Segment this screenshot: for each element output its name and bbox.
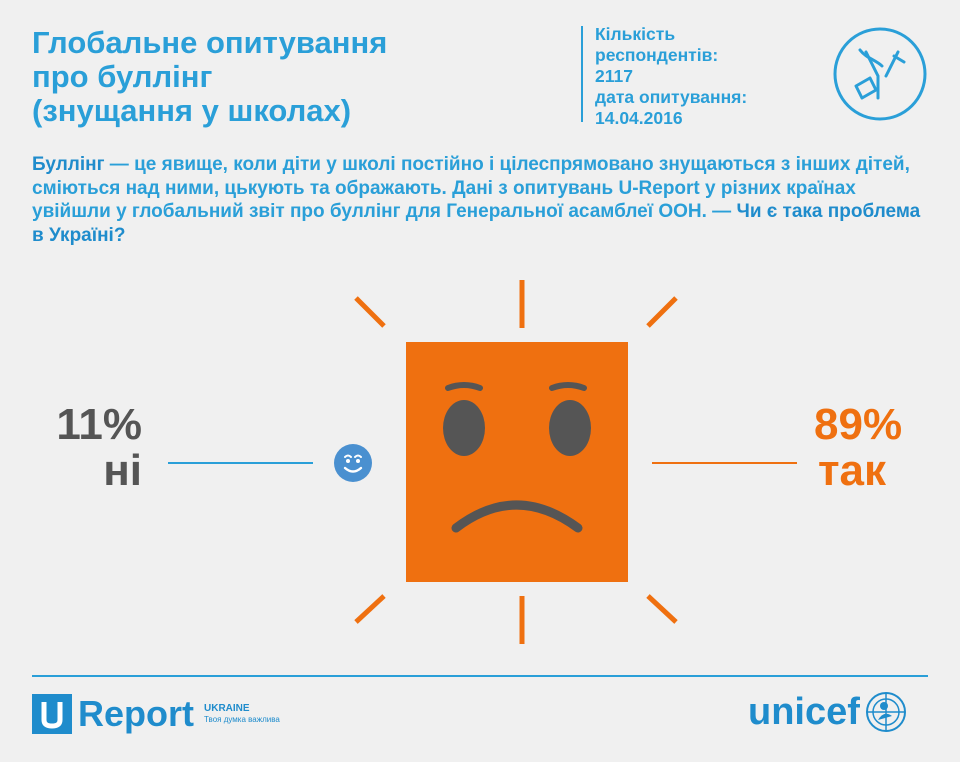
- ray-bottom-right: [646, 594, 678, 624]
- yes-value-label: 89%: [814, 400, 903, 449]
- title-line-3: (знущання у школах): [32, 93, 352, 128]
- unicef-logo: unicef: [748, 688, 908, 736]
- slingshot-logo-icon: [833, 27, 927, 121]
- title-line-1: Глобальне опитування: [32, 25, 388, 60]
- unicef-emblem-icon: [865, 692, 906, 732]
- no-category-label: ні: [103, 446, 142, 495]
- right-eye: [549, 400, 591, 456]
- intro-text: Буллінг — це явище, коли діти у школі по…: [32, 153, 937, 247]
- left-eye: [443, 400, 485, 456]
- no-value-label: 11%: [56, 400, 142, 449]
- u-letter-icon: [32, 694, 72, 734]
- left-brow: [445, 382, 483, 391]
- respondents-label: Кількість: [595, 24, 676, 44]
- intro-term: Буллінг: [32, 154, 105, 175]
- ray-top-left: [354, 296, 386, 328]
- ukraine-label: UKRAINE: [204, 703, 250, 714]
- ureport-word: Report: [78, 693, 194, 734]
- intro-question: Чи є така проблема в Україні?: [32, 201, 921, 246]
- ureport-tagline: Твоя думка важлива: [204, 715, 280, 724]
- unicef-word: unicef: [748, 691, 860, 733]
- ray-bottom-left: [354, 594, 386, 624]
- yes-category-label: так: [818, 446, 887, 495]
- right-brow: [549, 382, 587, 391]
- date-label: дата опитування:: [595, 87, 748, 107]
- date-value: 14.04.2016: [595, 108, 683, 128]
- smiley-face-icon: [334, 444, 372, 482]
- respondents-label-2: респондентів:: [595, 45, 719, 65]
- ray-top-right: [646, 296, 678, 328]
- survey-meta: Кількість респондентів: 2117 дата опитув…: [595, 24, 747, 129]
- ureport-logo: Report UKRAINE Твоя думка важлива: [32, 692, 280, 736]
- sad-face-icon: [354, 280, 678, 644]
- title-line-2: про буллінг: [32, 59, 213, 94]
- intro-body: — це явище, коли діти у школі постійно і…: [32, 154, 910, 222]
- ureport-ukraine: UKRAINE Твоя думка важлива: [204, 703, 280, 725]
- meta-divider: [581, 26, 583, 122]
- respondents-value: 2117: [595, 66, 633, 86]
- yes-connector-line: [652, 462, 797, 464]
- face-square: [406, 342, 628, 582]
- footer-divider: [32, 675, 928, 677]
- no-connector-line: [168, 462, 313, 464]
- page-title: Глобальне опитування про буллінг (знущан…: [32, 26, 552, 128]
- frown-mouth: [451, 500, 583, 533]
